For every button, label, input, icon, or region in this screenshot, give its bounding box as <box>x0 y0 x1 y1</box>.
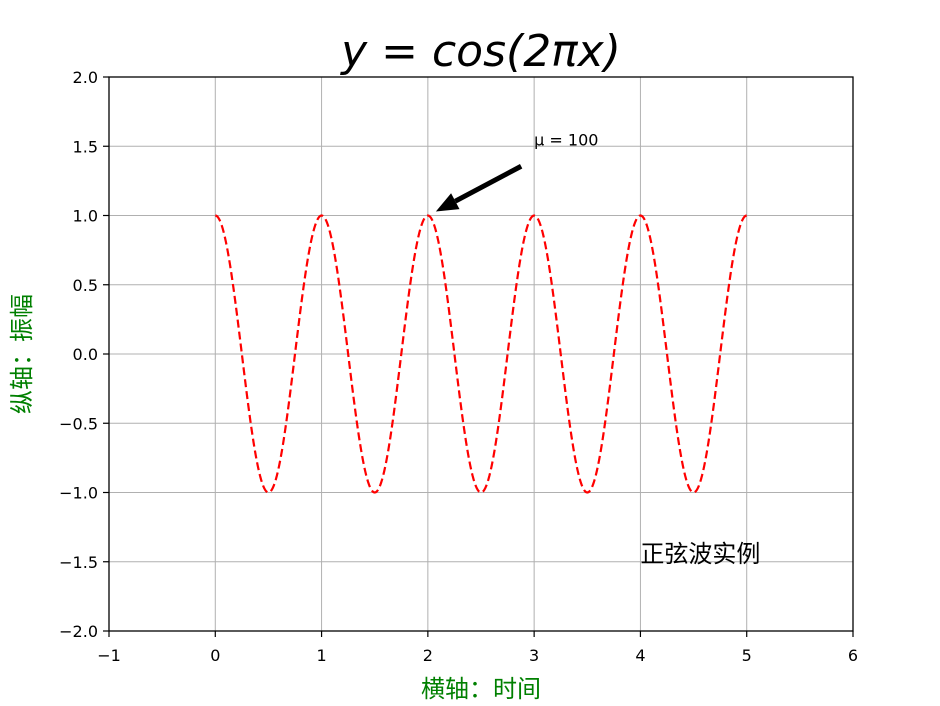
y-tick-label: −1.0 <box>59 484 98 503</box>
x-axis-label: 横轴：时间 <box>421 675 541 703</box>
series-layer <box>215 214 747 494</box>
annotation-arrow-shaft <box>454 164 523 204</box>
y-tick-label: 0.0 <box>73 345 98 364</box>
y-tick-label: 1.5 <box>73 137 98 156</box>
x-tick-label: 4 <box>635 646 645 665</box>
x-tick-label: −1 <box>97 646 121 665</box>
annotations-layer: μ = 100 正弦波实例 <box>435 130 760 568</box>
x-tick-label: 5 <box>742 646 752 665</box>
y-tick-label: −0.5 <box>59 414 98 433</box>
annotation-arrow-head <box>435 193 460 212</box>
x-tick-label: 2 <box>423 646 433 665</box>
y-tick-label: 0.5 <box>73 276 98 295</box>
x-tick-label: 0 <box>210 646 220 665</box>
x-tick-label: 3 <box>529 646 539 665</box>
x-tick-label: 1 <box>316 646 326 665</box>
y-axis-label: 纵轴：振幅 <box>8 294 36 414</box>
series-line <box>215 214 747 494</box>
y-tick-label: −2.0 <box>59 622 98 641</box>
y-tick-label: −1.5 <box>59 553 98 572</box>
annotation-text: μ = 100 <box>534 130 598 149</box>
chart-text-label: 正弦波实例 <box>640 540 760 568</box>
y-axis-ticks: −2.0 −1.5 −1.0 −0.5 0.0 0.5 1.0 1.5 2.0 <box>59 68 109 641</box>
y-tick-label: 2.0 <box>73 68 98 87</box>
chart-title: y = cos(2πx) <box>339 26 621 77</box>
y-tick-label: 1.0 <box>73 207 98 226</box>
x-tick-label: 6 <box>848 646 858 665</box>
x-axis-ticks: −1 0 1 2 3 4 5 6 <box>97 631 858 665</box>
